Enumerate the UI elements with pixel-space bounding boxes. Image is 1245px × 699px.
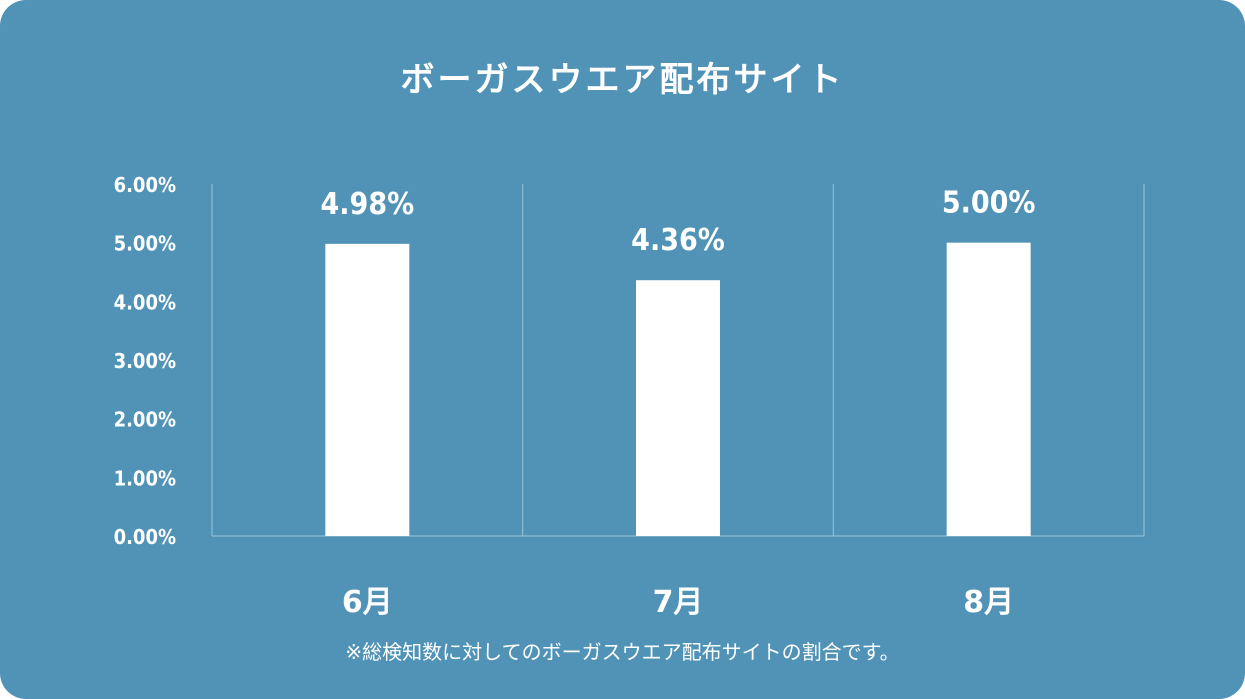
chart-footnote: ※総検知数に対してのボーガスウエア配布サイトの割合です。 (345, 640, 900, 664)
data-label: 4.98% (321, 187, 415, 222)
y-tick-label: 2.00% (114, 408, 176, 432)
data-label: 5.00% (942, 186, 1036, 221)
bar (946, 242, 1031, 536)
y-tick-label: 6.00% (114, 173, 176, 197)
x-category-label: 7月 (653, 585, 704, 620)
y-tick-label: 5.00% (114, 232, 176, 256)
y-tick-label: 1.00% (114, 466, 176, 490)
x-category-label: 8月 (963, 585, 1014, 620)
bar (636, 280, 720, 536)
x-category-label: 6月 (342, 585, 393, 620)
bar (325, 243, 410, 536)
y-tick-label: 0.00% (114, 525, 176, 549)
y-tick-label: 4.00% (114, 290, 176, 314)
data-label: 4.36% (631, 223, 725, 258)
chart-title: ボーガスウエア配布サイト (400, 60, 845, 100)
y-tick-label: 3.00% (114, 349, 176, 373)
